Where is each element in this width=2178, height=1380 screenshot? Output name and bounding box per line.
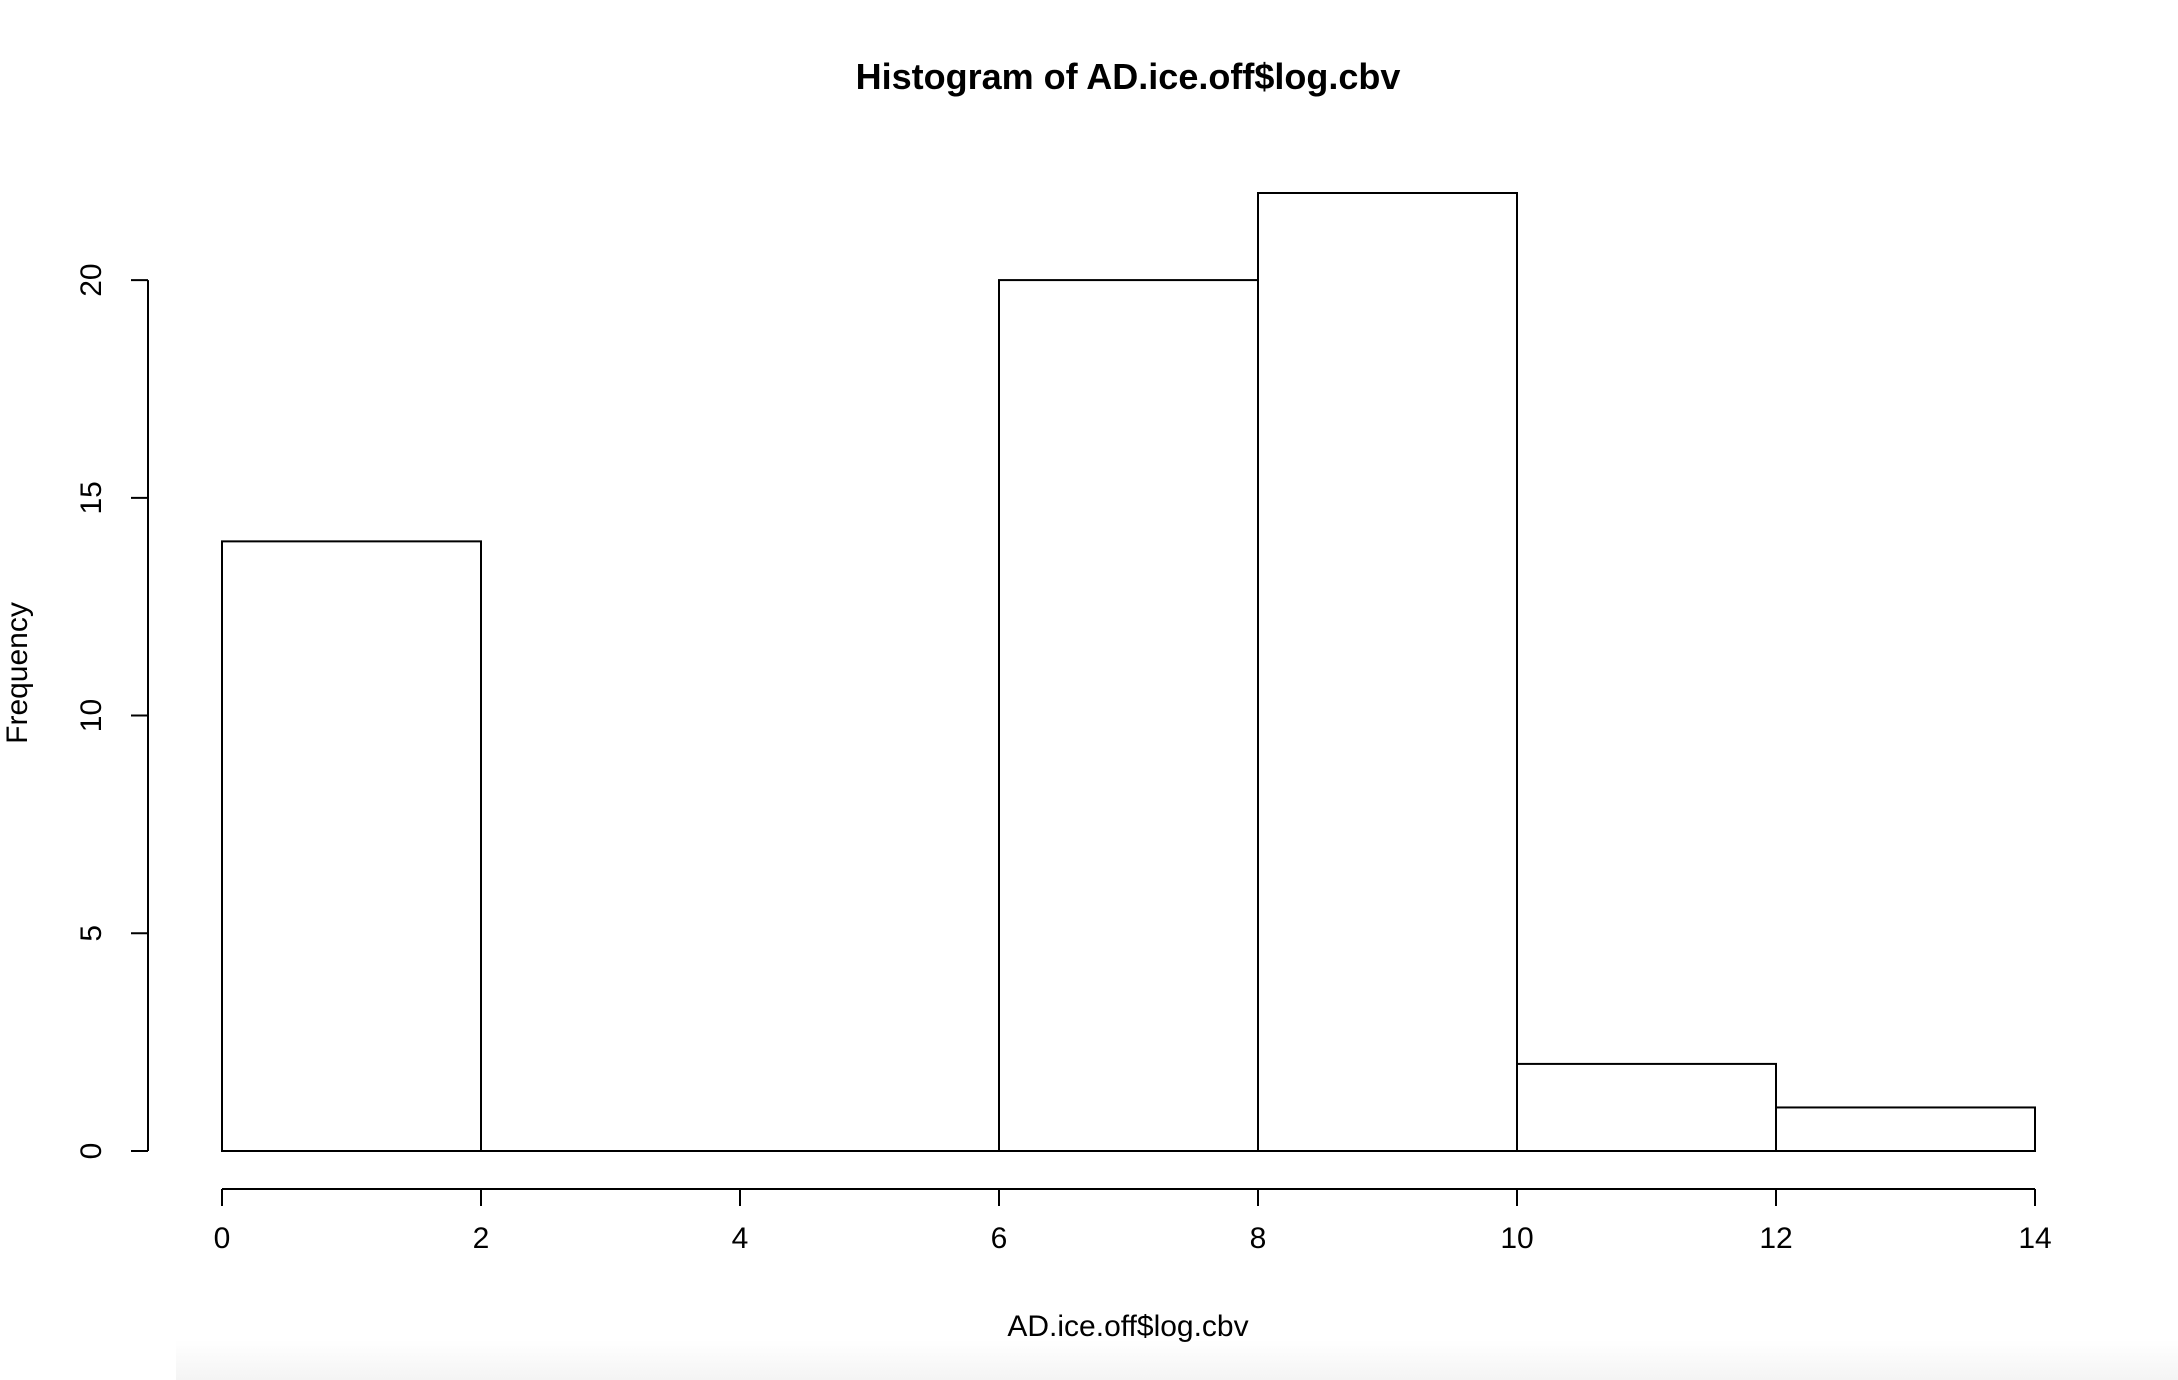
chart-title: Histogram of AD.ice.off$log.cbv bbox=[856, 56, 1401, 97]
bars bbox=[221, 192, 2036, 1153]
y-tick-label-4: 20 bbox=[75, 263, 108, 296]
x-axis-label: AD.ice.off$log.cbv bbox=[1007, 1310, 1248, 1343]
x-tick-label-4: 8 bbox=[1250, 1222, 1267, 1255]
y-tick-label-1: 5 bbox=[75, 925, 108, 942]
x-tick-label-7: 14 bbox=[2018, 1222, 2051, 1255]
x-tick-label-6: 12 bbox=[1759, 1222, 1792, 1255]
x-tick-label-5: 10 bbox=[1500, 1222, 1533, 1255]
histogram-bar-4 bbox=[1257, 192, 1518, 1152]
x-tick-label-2: 4 bbox=[732, 1222, 749, 1255]
histogram-bar-3 bbox=[998, 279, 1259, 1153]
y-axis: 0 5 10 15 20 bbox=[75, 263, 149, 1160]
x-axis: 0 2 4 6 8 10 12 14 bbox=[214, 1188, 2052, 1255]
histogram-bar-5 bbox=[1516, 1062, 1777, 1152]
x-tick-label-3: 6 bbox=[991, 1222, 1008, 1255]
y-axis-label: Frequency bbox=[1, 602, 34, 744]
x-tick-label-0: 0 bbox=[214, 1222, 231, 1255]
histogram-bar-6 bbox=[1775, 1106, 2036, 1153]
y-tick-label-2: 10 bbox=[75, 699, 108, 732]
x-tick-label-1: 2 bbox=[473, 1222, 490, 1255]
y-tick-label-3: 15 bbox=[75, 481, 108, 514]
bottom-shade bbox=[176, 1340, 2178, 1380]
histogram-bar-0 bbox=[221, 540, 482, 1152]
y-tick-label-0: 0 bbox=[75, 1143, 108, 1160]
